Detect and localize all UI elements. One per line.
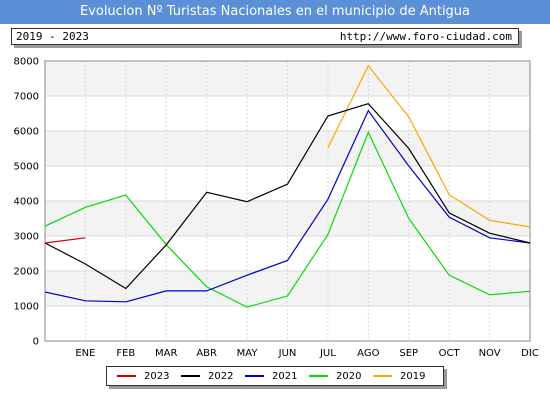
axis-layer: 0 1000 2000 3000 4000 5000 6000 7000 8000 ENE FEB M… [14, 57, 539, 360]
x-tick-label: MAR [155, 348, 177, 359]
legend-item-2021: 2021 [245, 367, 297, 385]
legend-label: 2023 [144, 370, 170, 382]
legend-swatch [309, 375, 328, 377]
series-line-2022 [44, 103, 531, 290]
legend-item-2022: 2022 [181, 367, 233, 385]
y-tick-label: 3000 [14, 232, 39, 243]
y-tick-label: 6000 [14, 127, 39, 138]
legend-swatch [181, 375, 200, 377]
grid-band [45, 131, 530, 166]
y-tick-label: 1000 [14, 302, 39, 313]
legend-item-2019: 2019 [373, 367, 425, 385]
series-line-2020 [44, 130, 531, 308]
series-line-2019 [327, 64, 531, 228]
x-tick-label: JUN [278, 348, 297, 359]
legend-item-2020: 2020 [309, 367, 361, 385]
y-tick-label: 0 [33, 337, 39, 348]
series-layer [44, 64, 531, 308]
x-tick-label: JUL [319, 348, 336, 359]
legend-label: 2020 [336, 370, 362, 382]
series-line-2023 [44, 237, 86, 244]
legend: 2023 2022 2021 2020 2019 [106, 366, 444, 386]
legend-swatch [245, 375, 264, 377]
y-tick-label: 7000 [14, 92, 39, 103]
x-tick-label: FEB [116, 348, 135, 359]
y-tick-label: 8000 [14, 57, 39, 68]
plot-frame [44, 60, 531, 342]
grid-band [45, 271, 530, 306]
y-tick-label: 5000 [14, 162, 39, 173]
y-tick-label: 2000 [14, 267, 39, 278]
x-tick-label: SEP [399, 348, 418, 359]
x-tick-label: MAY [237, 348, 259, 359]
legend-item-2023: 2023 [117, 367, 169, 385]
series-line-2021 [44, 109, 531, 303]
x-tick-label: OCT [439, 348, 461, 359]
legend-label: 2019 [400, 370, 426, 382]
x-tick-label: ENE [75, 348, 95, 359]
x-tick-label: AGO [357, 348, 379, 359]
chart-title: Evolucion Nº Turistas Nacionales en el m… [0, 0, 550, 24]
x-tick-label: NOV [479, 348, 501, 359]
subtitle-box: 2019 - 2023 http://www.foro-ciudad.com [11, 28, 519, 45]
legend-label: 2021 [272, 370, 298, 382]
period-label: 2019 - 2023 [16, 30, 89, 43]
grid-layer [44, 60, 531, 342]
x-tick-label: DIC [521, 348, 539, 359]
source-url[interactable]: http://www.foro-ciudad.com [339, 30, 512, 43]
x-tick-label: ABR [196, 348, 217, 359]
legend-swatch [373, 375, 392, 377]
legend-swatch [117, 375, 136, 377]
legend-label: 2022 [208, 370, 234, 382]
y-tick-label: 4000 [14, 197, 39, 208]
